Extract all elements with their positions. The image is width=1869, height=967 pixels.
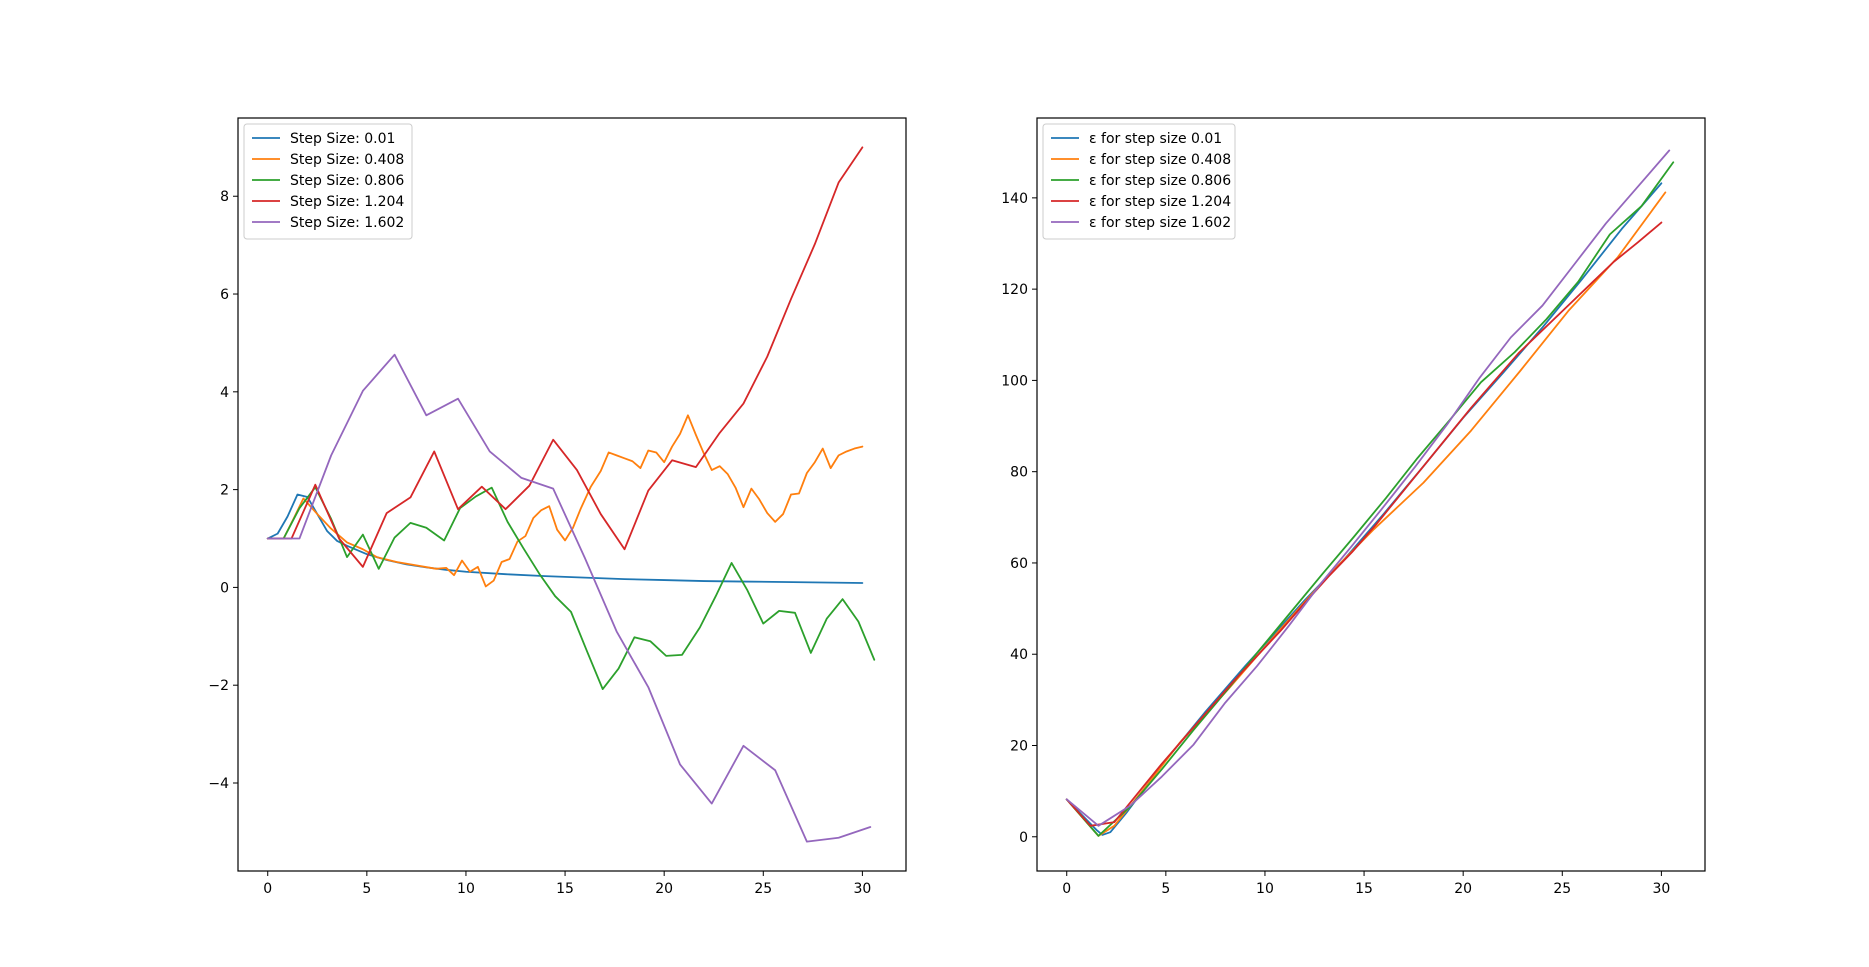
x-tick-label: 5: [1161, 881, 1170, 897]
axes-frame: [1036, 117, 1706, 872]
y-tick-label: 20: [1010, 739, 1028, 755]
y-tick-label: 2: [220, 483, 229, 499]
series-line-5: [1065, 149, 1671, 827]
y-tick-label: 0: [220, 580, 229, 596]
legend-label-4: ε for step size 1.204: [1089, 194, 1231, 210]
y-tick-label: 0: [1019, 830, 1028, 846]
y-tick-label: 60: [1010, 556, 1028, 572]
x-tick-label: 25: [1553, 881, 1571, 897]
x-tick-label: 30: [853, 881, 871, 897]
legend-label-2: ε for step size 0.408: [1089, 152, 1231, 168]
series-line-1: [1065, 182, 1663, 836]
legend: ε for step size 0.01 ε for step size 0.40…: [1042, 123, 1236, 240]
y-tick-label: 8: [220, 189, 229, 205]
legend-box: [243, 123, 413, 240]
x-tick-label: 20: [1454, 881, 1472, 897]
series-line-3: [266, 486, 876, 691]
x-tick-label: 10: [1256, 881, 1274, 897]
y-tick-label: 120: [1001, 282, 1028, 298]
legend-label-5: ε for step size 1.602: [1089, 215, 1231, 231]
legend-label-2: Step Size: 0.408: [290, 152, 404, 168]
y-tick-label: 6: [220, 287, 229, 303]
y-tick-label: −2: [208, 678, 229, 694]
legend-label-3: Step Size: 0.806: [290, 173, 404, 189]
x-tick-label: 15: [1355, 881, 1373, 897]
x-tick-label: 30: [1652, 881, 1670, 897]
y-tick-label: 140: [1001, 191, 1028, 207]
axes-frame: [237, 117, 907, 872]
y-tick-label: 100: [1001, 373, 1028, 389]
series-line-2: [266, 414, 864, 588]
y-tick-label: −4: [208, 776, 229, 792]
series-line-3: [1065, 161, 1675, 837]
x-tick-label: 20: [655, 881, 673, 897]
series-line-4: [266, 146, 864, 568]
legend-label-1: ε for step size 0.01: [1089, 131, 1222, 147]
legend-label-3: ε for step size 0.806: [1089, 173, 1231, 189]
legend: Step Size: 0.01 Step Size: 0.408 Step Size…: [243, 123, 413, 240]
y-tick-label: 40: [1010, 647, 1028, 663]
x-tick-label: 0: [263, 881, 272, 897]
y-tick-label: 80: [1010, 465, 1028, 481]
series-line-5: [266, 353, 872, 843]
x-tick-label: 15: [556, 881, 574, 897]
x-tick-label: 5: [362, 881, 371, 897]
x-tick-label: 10: [457, 881, 475, 897]
legend-box: [1042, 123, 1236, 240]
x-tick-label: 0: [1062, 881, 1071, 897]
legend-label-4: Step Size: 1.204: [290, 194, 404, 210]
x-tick-label: 25: [754, 881, 772, 897]
series-line-4: [1065, 221, 1663, 827]
legend-label-1: Step Size: 0.01: [290, 131, 395, 147]
y-tick-label: 4: [220, 385, 229, 401]
legend-label-5: Step Size: 1.602: [290, 215, 404, 231]
right-plot: 0 5 10 15 20 25 30 0 20 40 60 80 100 120 140 ε for step…: [1001, 117, 1706, 897]
